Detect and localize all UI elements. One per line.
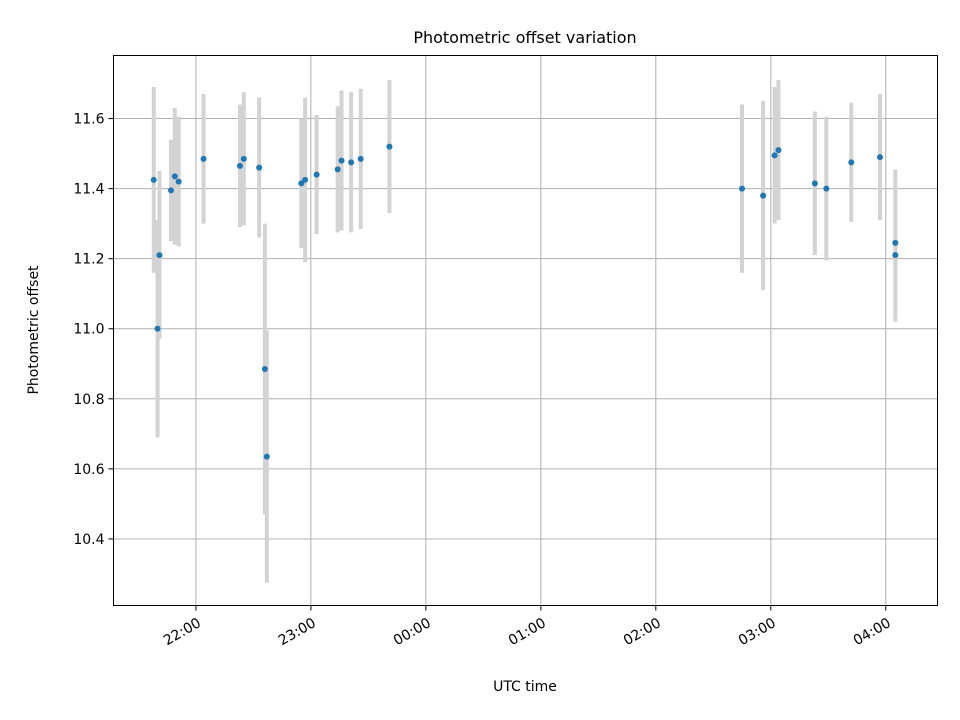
data-point xyxy=(823,185,830,192)
data-point xyxy=(760,192,767,199)
chart-title: Photometric offset variation xyxy=(413,28,636,47)
data-point xyxy=(892,239,899,246)
data-point xyxy=(348,159,355,166)
data-point xyxy=(848,159,855,166)
y-tick-label: 11.2 xyxy=(73,252,104,268)
data-point xyxy=(302,176,309,183)
y-tick-label: 10.8 xyxy=(73,392,104,408)
data-points xyxy=(150,143,899,460)
data-point xyxy=(771,152,778,159)
data-point xyxy=(156,252,163,259)
data-point xyxy=(167,187,174,194)
y-tick-label: 11.0 xyxy=(73,322,104,338)
data-point xyxy=(739,185,746,192)
data-point xyxy=(200,155,207,162)
data-point xyxy=(240,155,247,162)
data-point xyxy=(338,157,345,164)
grid xyxy=(113,55,938,606)
data-point xyxy=(171,173,178,180)
data-point xyxy=(261,366,268,373)
y-tick-label: 11.6 xyxy=(73,112,104,128)
data-point xyxy=(298,180,305,187)
data-point xyxy=(775,147,782,154)
y-ticks: 10.4 10.6 10.8 11.0 11.2 11.4 11.6 xyxy=(73,112,114,548)
data-point xyxy=(313,171,320,178)
data-point xyxy=(175,178,182,185)
data-point xyxy=(357,155,364,162)
data-point xyxy=(236,162,243,169)
x-axis-label: UTC time xyxy=(493,679,557,695)
data-point xyxy=(263,453,270,460)
data-point xyxy=(334,166,341,173)
data-point xyxy=(811,180,818,187)
data-point xyxy=(892,252,899,259)
data-point xyxy=(150,176,157,183)
data-point xyxy=(877,154,884,161)
y-tick-label: 10.6 xyxy=(73,462,104,478)
y-axis-label: Photometric offset xyxy=(26,265,42,395)
y-tick-label: 11.4 xyxy=(73,182,104,198)
data-point xyxy=(154,325,161,332)
data-point xyxy=(256,164,263,171)
data-point xyxy=(386,143,393,150)
plot-frame xyxy=(113,55,938,606)
y-tick-label: 10.4 xyxy=(73,532,104,548)
